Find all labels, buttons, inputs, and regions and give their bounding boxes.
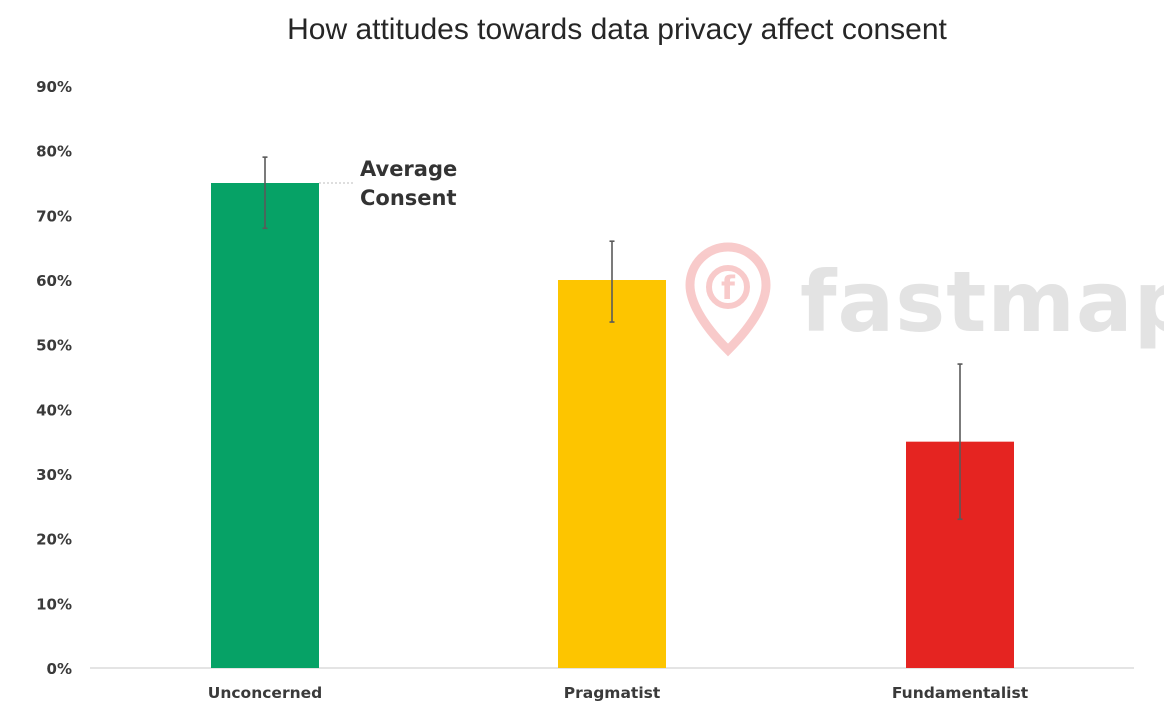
annotation-line-2: Consent <box>360 186 457 210</box>
x-tick-label: Unconcerned <box>208 684 322 702</box>
x-tick-label: Pragmatist <box>564 684 661 702</box>
error-bars <box>262 156 963 521</box>
error-bar-fundamentalist <box>957 363 963 521</box>
annotation-line-1: Average <box>360 157 457 181</box>
fastmap-logo-icon: f <box>685 242 771 357</box>
y-tick-label: 0% <box>47 660 72 678</box>
error-bar-pragmatist <box>609 240 615 323</box>
y-tick-label: 70% <box>36 207 72 225</box>
y-tick-label: 30% <box>36 466 72 484</box>
x-tick-label: Fundamentalist <box>892 684 1029 702</box>
y-tick-label: 20% <box>36 531 72 549</box>
y-tick-label: 90% <box>36 78 72 96</box>
y-tick-label: 10% <box>36 595 72 613</box>
y-tick-label: 60% <box>36 272 72 290</box>
chart-title: How attitudes towards data privacy affec… <box>287 13 947 46</box>
average-consent-annotation: Average Consent <box>319 157 457 210</box>
x-axis-labels: Unconcerned Pragmatist Fundamentalist <box>208 684 1029 702</box>
bar-pragmatist <box>558 280 666 668</box>
y-tick-label: 80% <box>36 143 72 161</box>
error-bar-unconcerned <box>262 156 268 230</box>
y-tick-label: 50% <box>36 337 72 355</box>
watermark-text: fastmap <box>800 253 1164 351</box>
svg-text:f: f <box>721 269 736 307</box>
bars <box>211 183 1014 668</box>
fastmap-watermark: f fastmap <box>685 242 1164 357</box>
bar-unconcerned <box>211 183 319 668</box>
y-tick-label: 40% <box>36 401 72 419</box>
y-axis-ticks: 0% 10% 20% 30% 40% 50% 60% 70% 80% 90% <box>36 78 72 678</box>
